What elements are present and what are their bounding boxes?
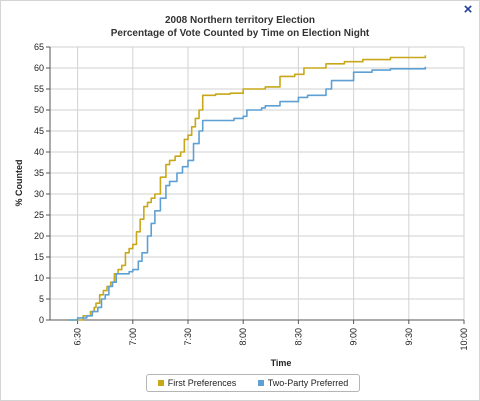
x-tick-label: 9:00 <box>349 328 359 346</box>
y-axis-title: % Counted <box>14 160 24 207</box>
x-tick-label: 7:30 <box>183 328 193 346</box>
chart-legend: First Preferences Two-Party Preferred <box>146 374 360 392</box>
legend-swatch-two-party-preferred <box>257 380 264 386</box>
y-tick-label: 55 <box>34 84 44 94</box>
y-tick-label: 40 <box>34 147 44 157</box>
y-tick-label: 45 <box>34 126 44 136</box>
y-tick-label: 20 <box>34 231 44 241</box>
y-tick-label: 60 <box>34 63 44 73</box>
series-line-two-party-preferred <box>68 66 427 321</box>
x-axis-title: Time <box>271 358 292 368</box>
close-icon[interactable]: × <box>463 1 473 18</box>
x-tick-label: 9:30 <box>404 328 414 346</box>
legend-swatch-first-preferences <box>157 380 164 386</box>
y-tick-label: 65 <box>34 42 44 52</box>
y-tick-label: 35 <box>34 168 44 178</box>
x-tick-label: 8:00 <box>238 328 248 346</box>
x-tick-label: 8:30 <box>293 328 303 346</box>
legend-item-first-preferences[interactable]: First Preferences <box>157 378 237 388</box>
legend-label-two-party-preferred: Two-Party Preferred <box>267 378 349 388</box>
y-tick-label: 30 <box>34 189 44 199</box>
y-tick-label: 10 <box>34 273 44 283</box>
legend-label-first-preferences: First Preferences <box>167 378 237 388</box>
legend-item-two-party-preferred[interactable]: Two-Party Preferred <box>257 378 349 388</box>
y-tick-label: 15 <box>34 252 44 262</box>
chart-subtitle: Percentage of Vote Counted by Time on El… <box>110 28 370 39</box>
x-tick-label: 6:30 <box>73 328 83 346</box>
x-tick-label: 7:00 <box>128 328 138 346</box>
y-tick-label: 0 <box>39 315 44 325</box>
y-tick-label: 50 <box>34 105 44 115</box>
plot-area <box>50 47 464 320</box>
x-tick-label: 10:00 <box>459 328 469 351</box>
y-tick-label: 5 <box>39 294 44 304</box>
y-tick-label: 25 <box>34 210 44 220</box>
chart-title: 2008 Northern territory Election <box>164 15 316 26</box>
